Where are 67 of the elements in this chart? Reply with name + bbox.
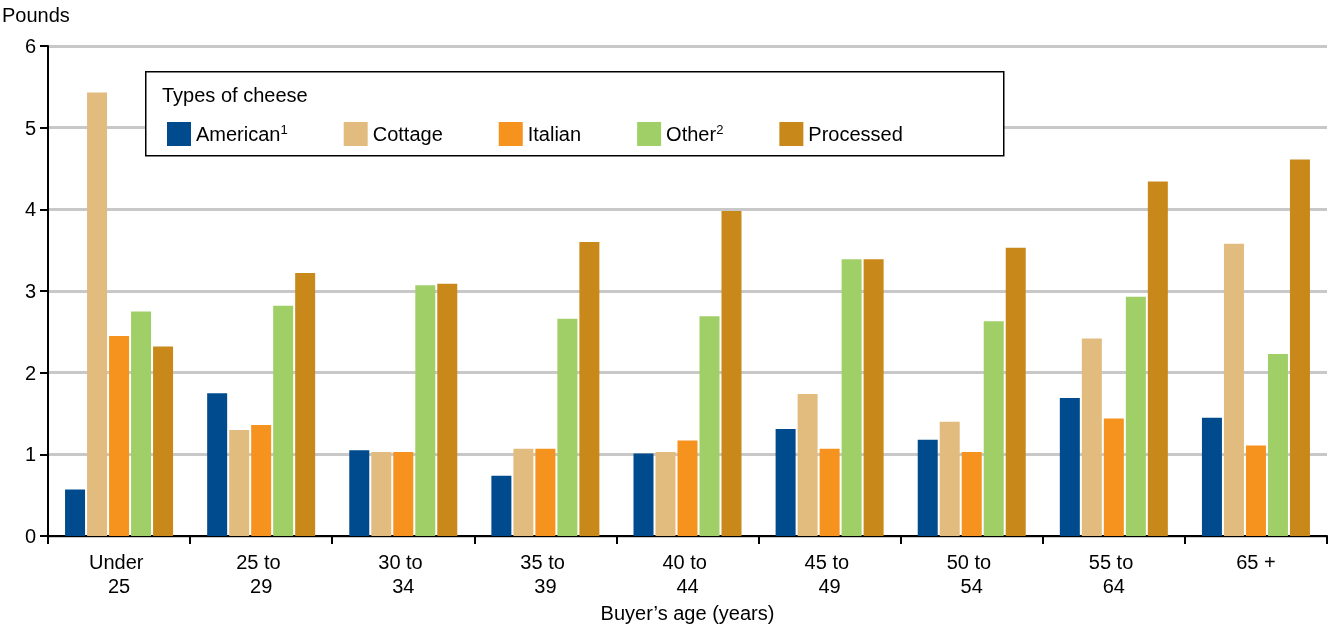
x-tick-label: 30 to 34 <box>378 551 429 598</box>
bar <box>153 346 174 537</box>
y-tick-label: 0 <box>24 525 36 548</box>
bar <box>415 285 436 537</box>
legend-label: Processed <box>808 123 903 145</box>
x-tick-label: 35 to 39 <box>520 551 571 598</box>
bar <box>1223 243 1244 537</box>
x-tick-label: 50 to 54 <box>946 551 997 598</box>
legend-label: Italian <box>527 123 582 145</box>
x-tick-label: 55 to 64 <box>1088 551 1139 598</box>
bar <box>1103 418 1124 537</box>
bar <box>819 448 840 537</box>
bar <box>491 475 512 537</box>
bar <box>229 429 250 537</box>
bar <box>633 453 654 537</box>
y-tick-label: 1 <box>24 443 36 466</box>
y-tick-label: 4 <box>24 198 36 221</box>
bar <box>1289 159 1310 537</box>
bar <box>109 335 130 537</box>
y-tick-label: 2 <box>24 361 36 384</box>
bar <box>371 451 392 537</box>
bar <box>939 421 960 537</box>
bar <box>207 393 228 537</box>
bar <box>557 318 578 537</box>
legend-title: Types of cheese <box>162 84 308 106</box>
x-tick-label: 45 to 49 <box>804 551 855 598</box>
bar <box>1147 181 1168 537</box>
bar <box>87 92 108 537</box>
bar <box>579 242 600 537</box>
y-axis-title: Pounds <box>2 4 70 26</box>
x-tick-label: 40 to 44 <box>662 551 713 598</box>
bar <box>961 451 982 537</box>
bar <box>535 448 556 537</box>
bar <box>295 273 316 537</box>
x-tick-label: 25 to 29 <box>236 551 287 598</box>
x-tick-label: 65 + <box>1236 551 1276 574</box>
bar <box>65 489 86 537</box>
bar <box>1201 417 1222 537</box>
bar <box>273 305 294 537</box>
bar <box>841 259 862 537</box>
y-tick-label: 5 <box>24 116 36 139</box>
bar <box>1267 353 1288 537</box>
legend-label: Cottage <box>372 123 443 145</box>
bar <box>699 316 720 537</box>
bar <box>1005 247 1026 537</box>
bar <box>513 448 534 537</box>
bar <box>721 211 742 537</box>
x-axis-title: Buyer’s age (years) <box>600 602 775 624</box>
bar <box>797 393 818 537</box>
bar <box>655 451 676 537</box>
x-tick-label: Under 25 <box>89 551 150 598</box>
bar <box>131 311 152 537</box>
bar <box>1245 445 1266 537</box>
bar <box>437 283 458 537</box>
bar <box>863 259 884 537</box>
bar <box>917 439 938 537</box>
bar <box>251 425 272 537</box>
bar <box>1125 296 1146 537</box>
y-tick-label: 3 <box>24 280 36 303</box>
bar <box>983 321 1004 537</box>
bar <box>1081 338 1102 537</box>
y-tick-label: 6 <box>24 35 36 57</box>
bar <box>775 429 796 537</box>
bar <box>677 440 698 537</box>
bar <box>1059 398 1080 537</box>
bar <box>393 451 414 537</box>
bar <box>349 450 370 537</box>
